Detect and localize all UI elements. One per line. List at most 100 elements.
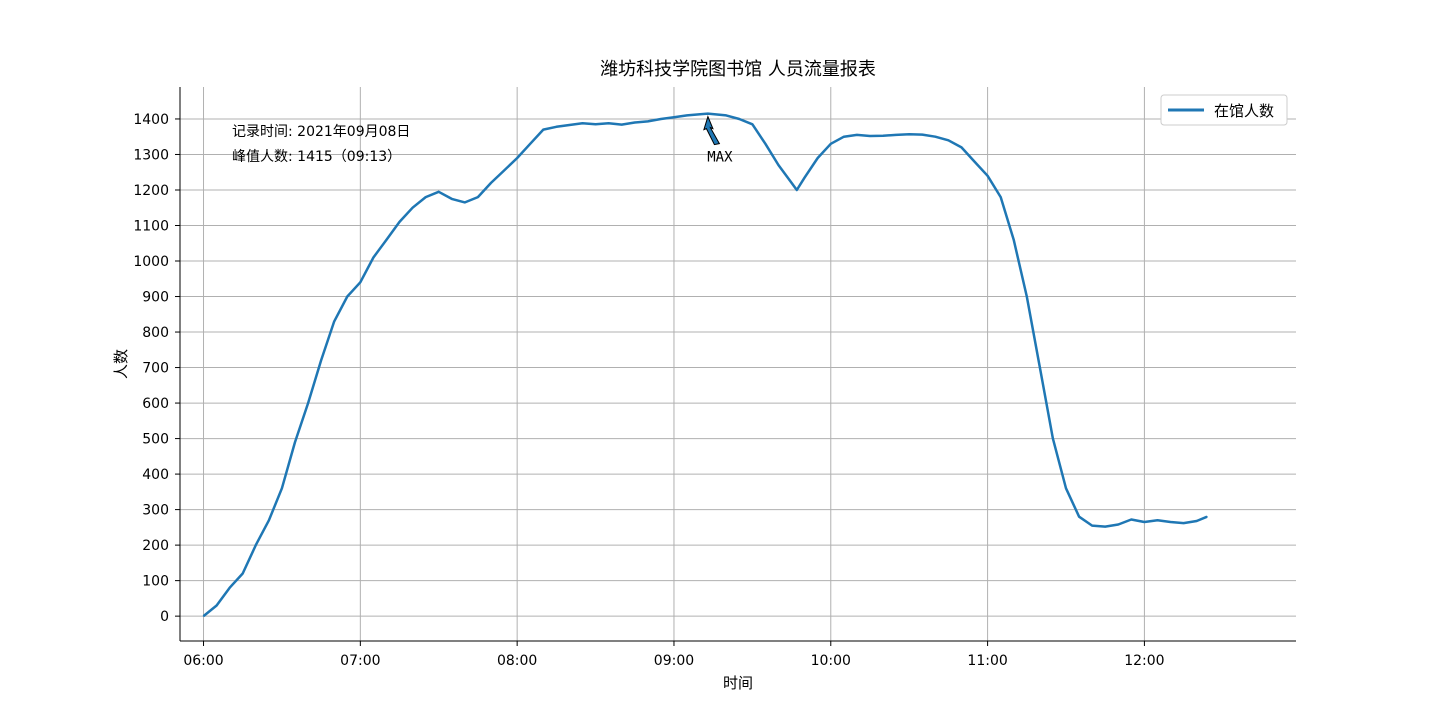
y-tick-label: 1300 — [133, 147, 169, 163]
y-tick-label: 600 — [142, 396, 169, 412]
data-point — [777, 164, 780, 166]
data-point — [359, 281, 361, 283]
y-tick-label: 500 — [142, 432, 169, 448]
data-point — [529, 143, 531, 145]
x-axis-title: 时间 — [723, 674, 753, 692]
data-point — [647, 120, 649, 122]
data-point — [796, 189, 798, 191]
data-point — [320, 359, 322, 361]
data-point — [947, 139, 950, 141]
data-point — [281, 487, 283, 489]
y-tick-label: 100 — [142, 574, 169, 590]
data-point — [1104, 526, 1106, 528]
data-point — [503, 169, 505, 172]
y-tick-label: 0 — [160, 609, 169, 625]
max-label: MAX — [707, 150, 733, 166]
ticks: 0 100 200 300 400 500 600 700 800 900 1000 1100 1200… — [133, 112, 1164, 669]
data-point — [908, 133, 910, 135]
data-point — [542, 129, 544, 131]
data-point — [1169, 521, 1172, 523]
data-point — [464, 201, 466, 203]
legend-label: 在馆人数 — [1214, 102, 1274, 120]
data-point — [516, 157, 518, 159]
data-point — [372, 256, 374, 259]
max-annotation: MAX — [703, 115, 733, 166]
data-point — [1000, 196, 1002, 198]
data-point — [856, 134, 858, 136]
data-point — [268, 519, 270, 521]
data-point — [738, 118, 740, 120]
x-tick-label: 06:00 — [183, 653, 223, 669]
data-point — [1091, 525, 1093, 527]
data-point — [830, 143, 832, 145]
data-point — [307, 402, 309, 404]
data-point — [1117, 523, 1119, 526]
peak-count-text: 峰值人数: 1415（09:13） — [232, 149, 401, 165]
x-tick-label: 12:00 — [1124, 653, 1164, 669]
data-point — [216, 604, 218, 607]
data-point — [791, 182, 793, 184]
record-date-text: 记录时间: 2021年09月08日 — [232, 124, 410, 140]
data-point — [242, 572, 244, 575]
data-point — [438, 191, 440, 193]
data-point — [1052, 438, 1054, 440]
legend-box — [1160, 94, 1288, 126]
data-point — [973, 161, 976, 163]
x-tick-label: 08:00 — [497, 653, 537, 669]
data-point — [1026, 295, 1028, 298]
y-tick-label: 300 — [142, 503, 169, 519]
data-point — [673, 116, 675, 118]
data-point — [621, 124, 623, 126]
data-point — [490, 182, 492, 184]
data-point — [202, 615, 205, 617]
data-point — [255, 544, 257, 546]
data-point — [764, 143, 767, 145]
data-point — [895, 134, 897, 136]
max-arrow-icon — [703, 115, 721, 146]
data-point — [333, 320, 335, 322]
data-point — [451, 198, 453, 200]
y-tick-label: 1400 — [133, 112, 169, 128]
data-point — [1206, 516, 1208, 518]
y-tick-label: 700 — [142, 361, 169, 377]
data-point — [1183, 522, 1185, 524]
data-point — [568, 124, 571, 126]
data-point — [1065, 487, 1067, 489]
data-point — [608, 122, 610, 124]
axes — [179, 87, 1296, 642]
data-point — [686, 114, 688, 116]
chart-title: 潍坊科技学院图书馆 人员流量报表 — [600, 59, 876, 80]
data-point — [1013, 239, 1015, 241]
data-point — [804, 177, 806, 179]
data-point — [934, 136, 936, 138]
data-point — [1039, 367, 1041, 369]
data-point — [385, 239, 388, 241]
data-point — [699, 113, 701, 115]
y-tick-label: 800 — [142, 325, 169, 341]
data-point — [960, 146, 963, 148]
x-tick-label: 07:00 — [340, 653, 380, 669]
y-axis-title: 人数 — [112, 349, 130, 379]
data-point — [817, 157, 819, 159]
data-point — [843, 136, 845, 138]
y-tick-label: 1000 — [133, 254, 169, 270]
y-tick-label: 1100 — [133, 219, 169, 235]
x-tick-label: 10:00 — [811, 653, 851, 669]
data-point — [398, 221, 401, 223]
y-tick-label: 200 — [142, 538, 169, 554]
data-point — [882, 135, 884, 137]
data-point — [634, 121, 636, 124]
data-point — [1143, 521, 1145, 523]
data-point — [751, 123, 754, 125]
data-point — [477, 196, 479, 198]
data-point — [425, 196, 427, 198]
data-point — [725, 114, 727, 116]
data-point — [660, 118, 662, 120]
data-point — [1196, 520, 1198, 522]
y-tick-label: 400 — [142, 467, 169, 483]
data-point — [555, 126, 558, 128]
data-point — [1156, 519, 1159, 521]
data-point — [1078, 516, 1080, 518]
data-point — [869, 135, 871, 137]
